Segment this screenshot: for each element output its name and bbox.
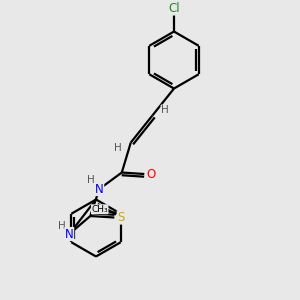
Text: O: O [146,167,155,181]
Text: H: H [161,105,169,115]
Text: H: H [114,143,122,153]
Text: H: H [87,175,95,185]
Text: H: H [58,220,66,231]
Text: N: N [65,227,74,241]
Text: N: N [95,182,104,196]
Text: CH₃: CH₃ [92,205,108,214]
Text: S: S [117,211,124,224]
Text: Cl: Cl [168,2,180,15]
